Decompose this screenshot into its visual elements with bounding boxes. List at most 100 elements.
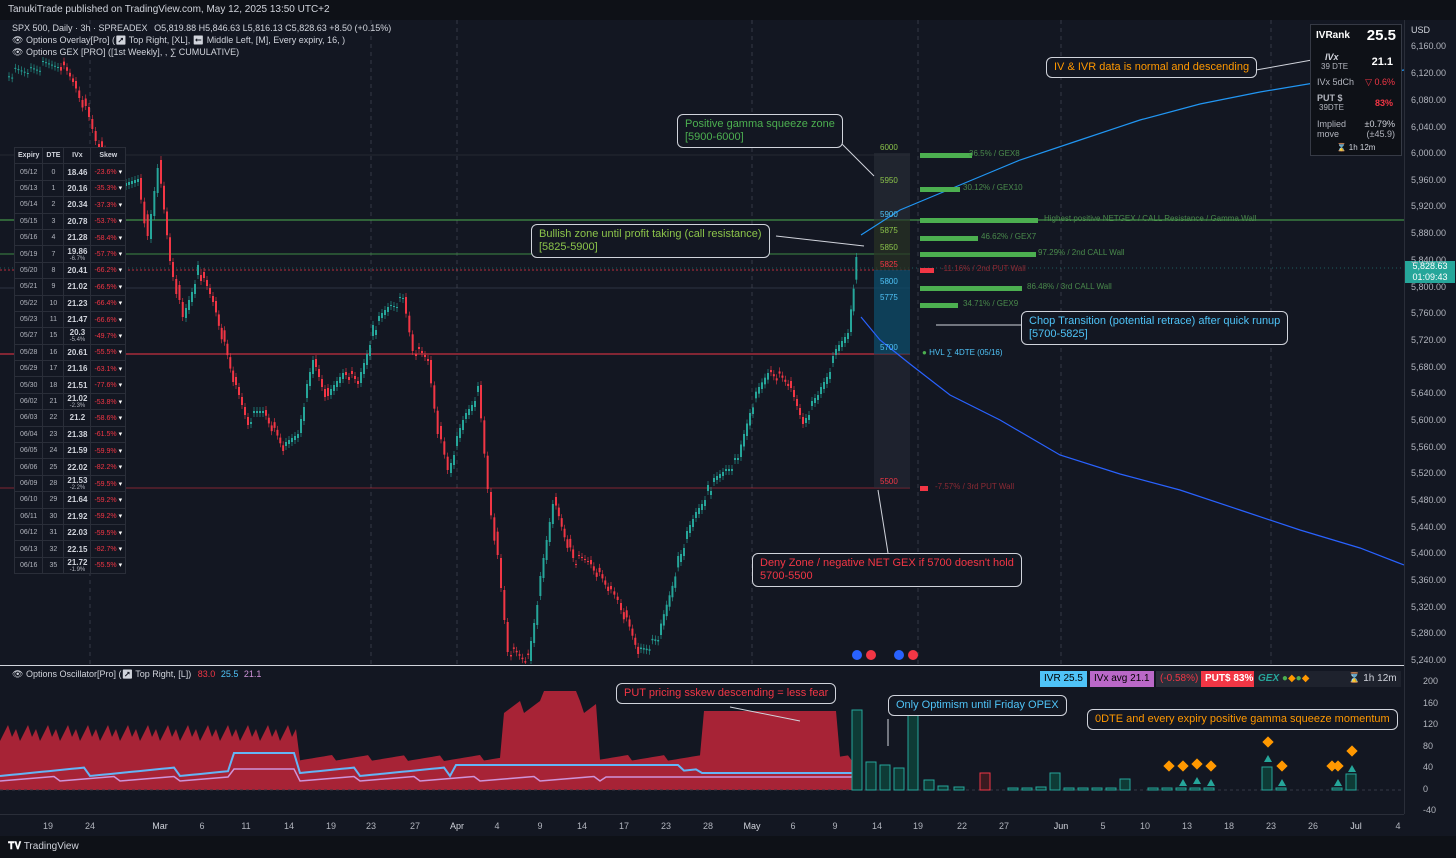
ivx-cell: 22.02 (63, 458, 92, 476)
candle (206, 280, 208, 286)
gex-label: 46.62% / GEX7 (981, 232, 1037, 241)
candle (265, 410, 267, 416)
candle (855, 257, 858, 280)
table-row: 06/06 25 22.02 -82.2% ▾ (13, 458, 127, 476)
gex-histogram-bar (979, 772, 991, 791)
candle (835, 349, 837, 355)
candle (620, 603, 622, 611)
table-row: 06/10 29 21.64 -59.2% ▾ (13, 491, 127, 509)
candle (294, 436, 296, 440)
candle (486, 455, 489, 489)
price-tick: 6,000.00 (1411, 148, 1447, 158)
candle (790, 381, 792, 388)
candle (372, 325, 374, 336)
callout-bullish-zone: Bullish zone until profit taking (call r… (531, 224, 770, 258)
dte-cell: 16 (42, 343, 65, 362)
last-price: 5,828.63 (1412, 261, 1448, 271)
candle (521, 657, 524, 660)
oscillator-title: Options Oscillator[Pro] (↗ Top Right, [L… (25, 669, 192, 679)
callout-range: [5700-5825] (1029, 328, 1088, 340)
candle (557, 507, 560, 517)
candle (23, 71, 26, 73)
table-row: 06/05 24 21.59 -59.9% ▾ (13, 442, 127, 460)
candle (695, 512, 697, 518)
time-axis[interactable]: 19 24 Mar 6 11 14 19 23 27 Apr 4 9 14 17 23 28 May 6 9 14 19… (0, 814, 1404, 837)
candle (84, 98, 87, 106)
table-row: 05/21 9 21.02 -66.5% ▾ (13, 278, 127, 296)
candle (78, 90, 81, 98)
strike-label: 5775 (880, 293, 898, 302)
candle (321, 379, 323, 387)
candle (433, 385, 436, 409)
indicator-overlay-legend[interactable]: 👁 Options Overlay[Pro] (↗ Top Right, [XL… (12, 35, 345, 46)
candle (146, 214, 149, 236)
candle (128, 182, 130, 185)
table-row: 06/16 35 21.72 -1.9% -55.5% ▾ (13, 556, 127, 575)
gex-bar (920, 218, 1038, 223)
expiry-cell: 06/04 (13, 425, 44, 444)
price-tick: 5,960.00 (1411, 175, 1447, 185)
oscillator-value-put: 83.0 (197, 669, 216, 679)
thumb-down-icon: ▾ (118, 513, 123, 521)
candle (719, 474, 721, 478)
candle (402, 298, 404, 299)
skew-cell: -49.7% ▾ (90, 327, 127, 345)
candle (665, 604, 668, 617)
gex-histogram-bar (1261, 766, 1273, 791)
candle (581, 557, 583, 558)
candle (527, 653, 530, 655)
skew-cell: -23.6% ▾ (90, 163, 127, 181)
diamond-icon: ◆ (1301, 673, 1310, 684)
time-tick: 9 (832, 821, 838, 831)
gex-histogram-bar (1021, 787, 1033, 791)
tradingview-logo-icon: 𝐓𝐕 (8, 841, 22, 852)
candle (399, 297, 401, 298)
candle (613, 591, 616, 595)
skew-cell: -59.5% ▾ (90, 523, 127, 542)
indicator-gex-legend[interactable]: 👁 Options GEX [PRO] ([1st Weekly], , ∑ C… (12, 47, 239, 58)
table-row: 05/19 7 19.86 -6.7% -57.7% ▾ (13, 245, 127, 263)
candle (169, 237, 171, 261)
candle (333, 385, 335, 391)
gex-histogram-bar (1345, 773, 1357, 791)
candle (755, 391, 757, 399)
time-tick: Mar (152, 821, 168, 831)
candle (156, 168, 159, 193)
symbol-legend[interactable]: SPX 500, Daily · 3h · SPREADEX O5,819.88… (12, 23, 391, 33)
candle (203, 272, 205, 278)
expiry-cell: 05/14 (13, 196, 44, 214)
skew-value: -59.2% (94, 513, 117, 521)
price-axis[interactable]: USD 5,828.63 01:09:43 6,160.00 6,120.00 6,… (1404, 20, 1456, 815)
gex-label: GEX (1258, 673, 1280, 684)
candle (54, 65, 56, 67)
gex-dot-icon: ● (1295, 673, 1302, 684)
skew-value: -66.6% (94, 316, 117, 324)
candle (465, 413, 467, 419)
candle (536, 605, 539, 625)
candle (820, 387, 822, 394)
candle (764, 377, 766, 385)
candle (235, 377, 237, 385)
candle (716, 476, 718, 480)
bar-countdown: 01:09:43 (1412, 272, 1448, 282)
candle (456, 436, 458, 446)
table-header: DTE (42, 146, 65, 165)
callout-range: [5825-5900] (539, 241, 598, 253)
oscillator-pane[interactable] (0, 665, 1404, 815)
candle (69, 72, 71, 77)
time-tick: 4 (1395, 821, 1401, 831)
candle (468, 409, 470, 415)
diamond-icon (1332, 760, 1344, 772)
footer-bar: 𝐓𝐕 TradingView (0, 836, 1456, 858)
candle (533, 623, 536, 643)
oscillator-legend[interactable]: 👁 Options Oscillator[Pro] (↗ Top Right, … (12, 669, 261, 680)
candle (530, 641, 532, 661)
candle (259, 411, 261, 413)
skew-cell: -77.6% ▾ (90, 376, 127, 394)
candle (671, 585, 674, 598)
price-tick: 6,160.00 (1411, 41, 1447, 51)
candle (418, 347, 420, 349)
gex-histogram-bar (1105, 787, 1117, 791)
callout-range: 5700-5500 (760, 570, 813, 582)
candle (728, 469, 730, 471)
